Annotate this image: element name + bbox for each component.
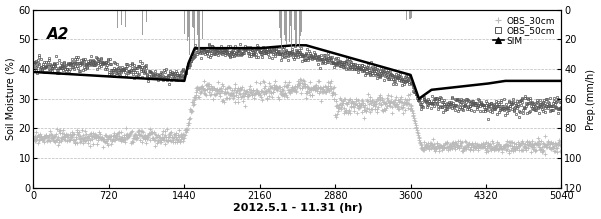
Y-axis label: Soil Moisture (%): Soil Moisture (%) xyxy=(5,57,16,140)
Line: OBS_30cm: OBS_30cm xyxy=(32,77,563,155)
SIM xyxy=(489,81,496,84)
OBS_30cm xyxy=(30,134,37,137)
SIM xyxy=(271,46,278,48)
OBS_30cm xyxy=(558,143,565,145)
OBS_50cm xyxy=(485,118,492,120)
SIM xyxy=(530,79,537,82)
OBS_30cm xyxy=(302,85,309,87)
SIM xyxy=(415,97,423,100)
OBS_30cm xyxy=(78,136,85,139)
Text: A2: A2 xyxy=(47,27,69,42)
OBS_50cm xyxy=(553,107,560,109)
OBS_50cm xyxy=(78,59,85,62)
SIM xyxy=(374,64,381,67)
OBS_50cm xyxy=(558,106,565,108)
OBS_50cm xyxy=(30,65,37,68)
OBS_30cm xyxy=(123,134,130,136)
OBS_30cm xyxy=(46,129,53,132)
OBS_30cm xyxy=(553,147,560,150)
Line: SIM: SIM xyxy=(34,45,561,99)
SIM xyxy=(30,71,37,73)
OBS_50cm xyxy=(46,69,53,71)
Y-axis label: Prep.(mm/h): Prep.(mm/h) xyxy=(585,68,596,129)
OBS_50cm xyxy=(302,59,309,62)
X-axis label: 2012.5.1 - 11.31 (hr): 2012.5.1 - 11.31 (hr) xyxy=(233,203,362,214)
SIM xyxy=(279,45,286,48)
OBS_30cm xyxy=(97,133,104,136)
OBS_30cm xyxy=(542,152,549,155)
OBS_30cm xyxy=(296,78,304,80)
OBS_50cm xyxy=(97,61,104,64)
OBS_50cm xyxy=(237,42,244,45)
SIM xyxy=(290,44,297,46)
SIM xyxy=(558,79,565,82)
OBS_50cm xyxy=(123,74,130,76)
Legend: OBS_30cm, OBS_50cm, SIM: OBS_30cm, OBS_50cm, SIM xyxy=(489,12,559,49)
Line: OBS_50cm: OBS_50cm xyxy=(32,42,563,120)
SIM xyxy=(506,79,513,82)
